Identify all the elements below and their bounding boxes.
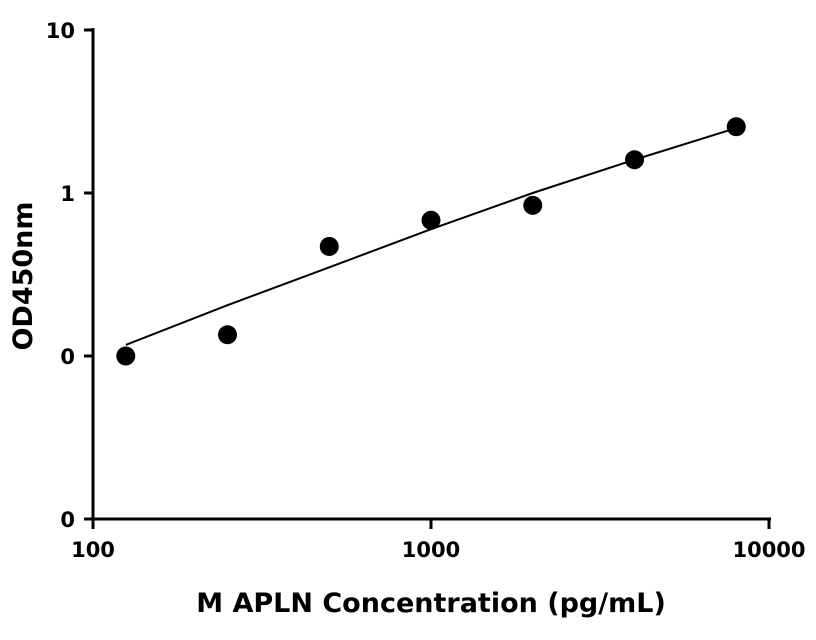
data-point (726, 117, 746, 137)
data-points (116, 117, 746, 366)
y-tick-label: 0 (60, 345, 75, 369)
data-point (218, 325, 238, 345)
y-tick-label: 10 (46, 19, 75, 43)
data-point (523, 195, 543, 215)
y-tick-label: 0 (60, 508, 75, 532)
data-point (624, 150, 644, 170)
y-tick-label: 1 (60, 182, 75, 206)
y-axis-title: OD450nm (8, 201, 39, 350)
x-ticks: 100 1000 10000 (71, 519, 806, 562)
x-tick-label: 10000 (732, 538, 805, 562)
x-axis-title: M APLN Concentration (pg/mL) (196, 588, 666, 619)
y-ticks: 0 0 1 10 (46, 19, 93, 532)
data-point (421, 210, 441, 230)
data-point (116, 346, 136, 366)
fit-curve (125, 127, 737, 346)
x-tick-label: 1000 (402, 538, 460, 562)
x-tick-label: 100 (71, 538, 115, 562)
data-point (319, 236, 339, 256)
